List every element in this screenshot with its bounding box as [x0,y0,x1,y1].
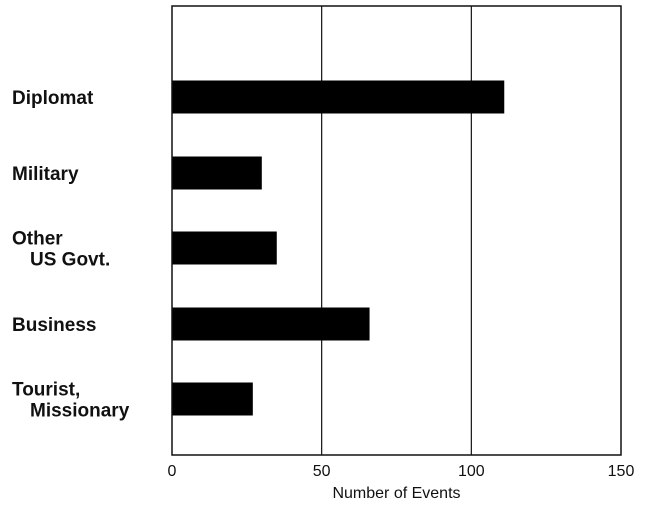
bar-4 [172,382,253,416]
x-axis-label: Number of Events [332,485,460,502]
category-label-4: Tourist, Missionary [12,380,130,422]
category-label-3: Business [12,315,96,336]
category-label-1: Military [12,164,79,185]
x-tick-label-100: 100 [458,463,485,480]
plot-frame [171,5,622,456]
x-tick-labels: 0 50 100 150 [168,463,635,480]
bar-3 [172,307,370,341]
x-tick-label-0: 0 [168,463,177,480]
x-tick-label-150: 150 [608,463,635,480]
bar-2 [172,231,277,265]
category-label-2: Other US Govt. [12,229,110,271]
category-label-0: Diplomat [12,88,94,109]
bar-0 [172,80,505,114]
gridlines [321,6,472,455]
category-labels: Diplomat Military Other US Govt. Business Tou… [12,88,130,422]
x-tick-label-50: 50 [313,463,331,480]
bar-1 [172,156,262,190]
bars [172,80,505,416]
